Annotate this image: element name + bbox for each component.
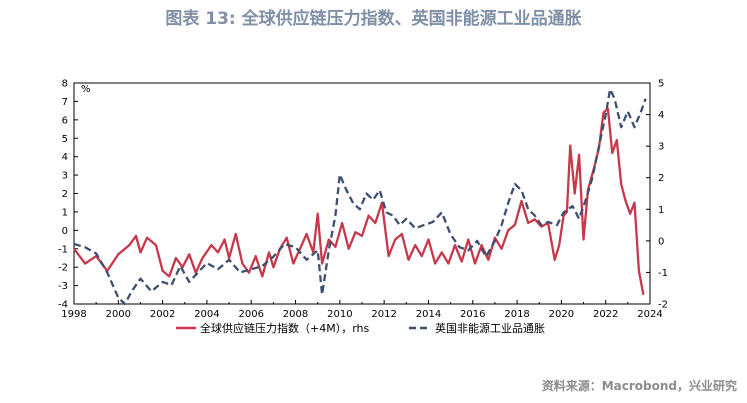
- y-right-tick-label: 0: [658, 236, 664, 247]
- x-tick-label: 2016: [460, 309, 485, 320]
- legend: 全球供应链压力指数（+4M），rhs 英国非能源工业品通胀: [176, 321, 545, 335]
- x-tick-label: 2002: [150, 309, 175, 320]
- legend-label-uk-inflation: 英国非能源工业品通胀: [435, 321, 545, 335]
- y-left-tick-label: -3: [58, 281, 68, 292]
- legend-label-supply-chain: 全球供应链压力指数（+4M），rhs: [200, 321, 370, 335]
- y-left-tick-label: 5: [62, 134, 68, 145]
- x-tick-label: 2000: [106, 309, 131, 320]
- y-left-tick-label: -4: [58, 300, 68, 311]
- chart-title: 图表 13: 全球供应链压力指数、英国非能源工业品通胀: [165, 9, 582, 29]
- y-right-tick-label: -1: [658, 268, 668, 279]
- y-left-tick-label: 3: [62, 171, 68, 182]
- y-left-tick-label: 1: [62, 207, 68, 218]
- plot-frame: [73, 82, 651, 305]
- y-left-tick-label: -1: [58, 244, 68, 255]
- x-tick-label: 2010: [327, 309, 352, 320]
- y-left-tick-label: 7: [62, 97, 68, 108]
- y-left-tick-label: -2: [58, 263, 68, 274]
- y-left-tick-label: 8: [62, 79, 68, 90]
- x-tick-label: 2018: [504, 309, 529, 320]
- y-right-tick-label: -2: [658, 300, 668, 311]
- series-line-supply-chain: [73, 107, 645, 296]
- x-tick-label: 2012: [371, 309, 396, 320]
- y-left-tick-label: 6: [62, 115, 68, 126]
- x-tick-label: 2006: [239, 309, 264, 320]
- y-right-tick-label: 1: [658, 205, 664, 216]
- y-right-tick-label: 4: [658, 110, 664, 121]
- y-right-tick-label: 5: [658, 79, 664, 90]
- x-tick-label: 2014: [416, 309, 441, 320]
- series-layer: [73, 88, 647, 306]
- y-left-tick-label: 2: [62, 189, 68, 200]
- ticks-layer: -4 -3 -2 -1 0 1 2 3 4 5 6 7 8 -2 -1 0 1 2 3 4 5 1998 2000 2002 2…: [58, 79, 668, 321]
- y-unit-label: %: [81, 84, 91, 95]
- y-left-tick-label: 4: [62, 152, 68, 163]
- x-tick-label: 2004: [194, 309, 219, 320]
- x-tick-label: 2022: [593, 309, 618, 320]
- y-right-tick-label: 3: [658, 142, 664, 153]
- x-tick-label: 2008: [283, 309, 308, 320]
- y-left-tick-label: 0: [62, 226, 68, 237]
- source-note: 资料来源：Macrobond，兴业研究: [541, 379, 737, 393]
- x-tick-label: 1998: [61, 309, 86, 320]
- y-right-tick-label: 2: [658, 173, 664, 184]
- series-line-uk-inflation: [73, 88, 647, 306]
- x-tick-label: 2024: [637, 309, 662, 320]
- x-tick-label: 2020: [549, 309, 574, 320]
